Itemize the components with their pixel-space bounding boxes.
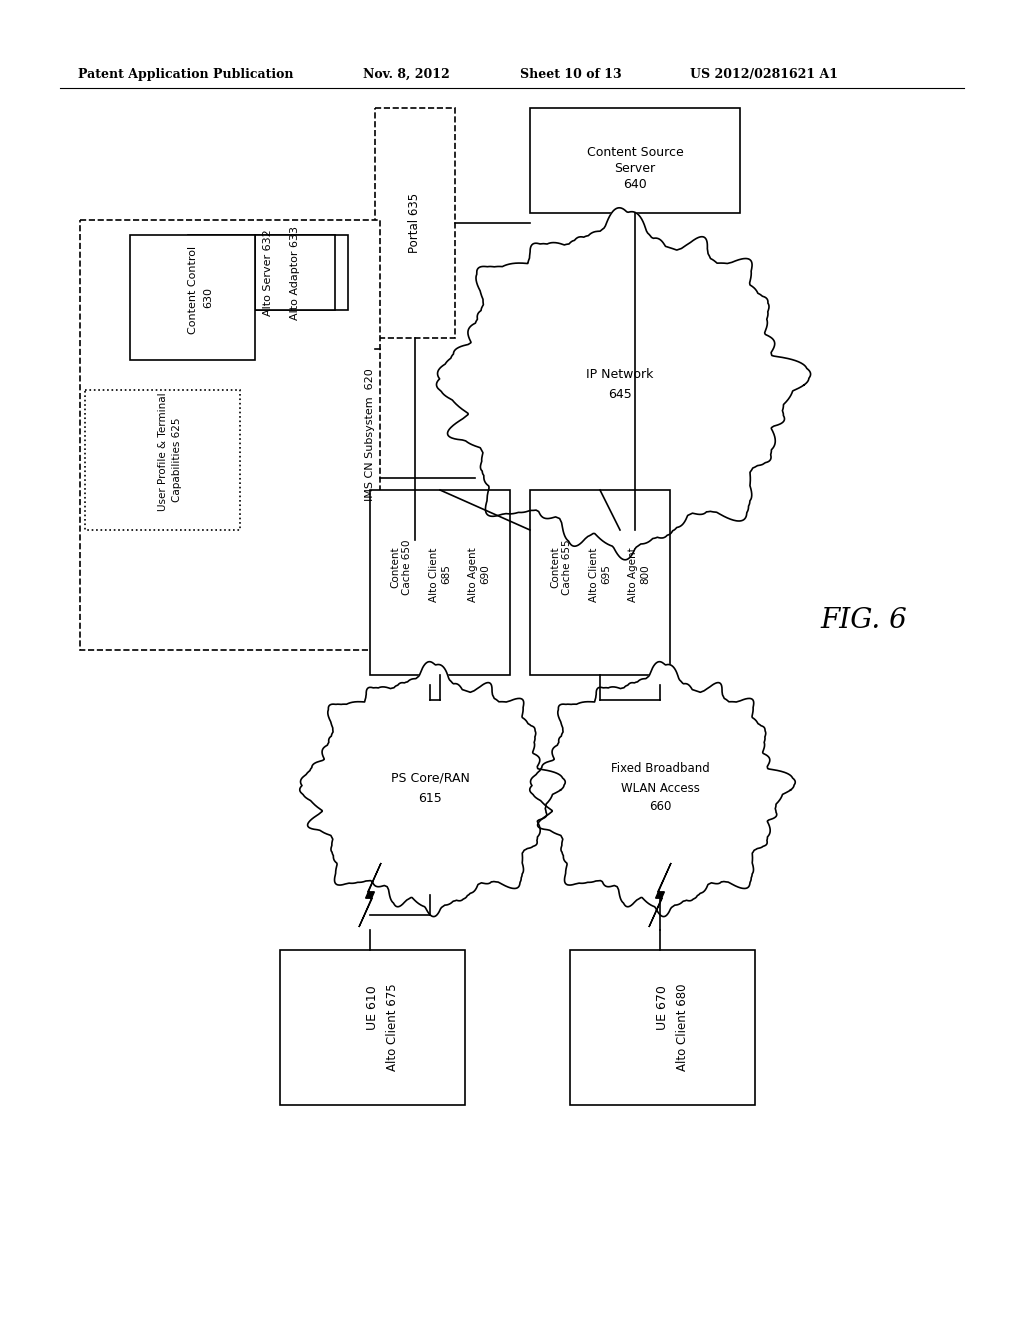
Text: Alto Adaptor 633: Alto Adaptor 633 bbox=[290, 226, 300, 319]
Text: 645: 645 bbox=[608, 388, 632, 401]
Bar bbox=[85, 389, 240, 531]
Bar bbox=[530, 108, 740, 213]
Text: Alto Agent
690: Alto Agent 690 bbox=[468, 546, 490, 602]
Text: Server: Server bbox=[614, 162, 655, 176]
Bar bbox=[255, 235, 335, 310]
Text: Alto Agent
800: Alto Agent 800 bbox=[629, 546, 650, 602]
Bar bbox=[370, 490, 510, 675]
Text: 660: 660 bbox=[649, 800, 671, 813]
Polygon shape bbox=[300, 661, 565, 916]
Text: PS Core/RAN: PS Core/RAN bbox=[390, 771, 469, 784]
Text: UE 610: UE 610 bbox=[366, 985, 379, 1030]
Bar bbox=[280, 950, 465, 1105]
Bar bbox=[130, 235, 255, 360]
Text: Alto Client 680: Alto Client 680 bbox=[676, 983, 689, 1072]
Text: 630: 630 bbox=[204, 286, 213, 308]
Text: Portal 635: Portal 635 bbox=[409, 193, 422, 253]
Text: Alto Client
695: Alto Client 695 bbox=[589, 548, 610, 602]
Text: Content Source: Content Source bbox=[587, 147, 683, 158]
Text: IP Network: IP Network bbox=[587, 368, 653, 381]
Text: Nov. 8, 2012: Nov. 8, 2012 bbox=[362, 69, 450, 81]
Text: Alto Client
685: Alto Client 685 bbox=[429, 548, 451, 602]
Polygon shape bbox=[359, 863, 381, 927]
Text: 640: 640 bbox=[624, 178, 647, 191]
Text: Sheet 10 of 13: Sheet 10 of 13 bbox=[520, 69, 622, 81]
Text: Alto Client 675: Alto Client 675 bbox=[386, 983, 399, 1072]
Text: US 2012/0281621 A1: US 2012/0281621 A1 bbox=[690, 69, 838, 81]
Polygon shape bbox=[436, 207, 811, 560]
Polygon shape bbox=[649, 863, 671, 927]
Bar bbox=[80, 220, 380, 649]
Text: Content Control: Content Control bbox=[187, 246, 198, 334]
Text: 615: 615 bbox=[418, 792, 442, 804]
Text: UE 670: UE 670 bbox=[656, 985, 669, 1030]
Text: IMS CN Subsystem  620: IMS CN Subsystem 620 bbox=[365, 368, 375, 502]
Polygon shape bbox=[529, 661, 796, 916]
Text: Fixed Broadband: Fixed Broadband bbox=[610, 762, 710, 775]
Text: FIG. 6: FIG. 6 bbox=[820, 606, 906, 634]
Text: Content
Cache 650: Content Cache 650 bbox=[390, 540, 412, 595]
Bar bbox=[188, 235, 348, 310]
Text: Capabilities 625: Capabilities 625 bbox=[171, 417, 181, 502]
Bar bbox=[570, 950, 755, 1105]
Text: User Profile & Terminal: User Profile & Terminal bbox=[158, 392, 168, 511]
Text: Content
Cache 655: Content Cache 655 bbox=[550, 540, 571, 595]
Bar bbox=[375, 108, 455, 338]
Text: Alto Server 632: Alto Server 632 bbox=[263, 230, 273, 315]
Bar bbox=[530, 490, 670, 675]
Text: Patent Application Publication: Patent Application Publication bbox=[78, 69, 294, 81]
Text: WLAN Access: WLAN Access bbox=[621, 781, 699, 795]
